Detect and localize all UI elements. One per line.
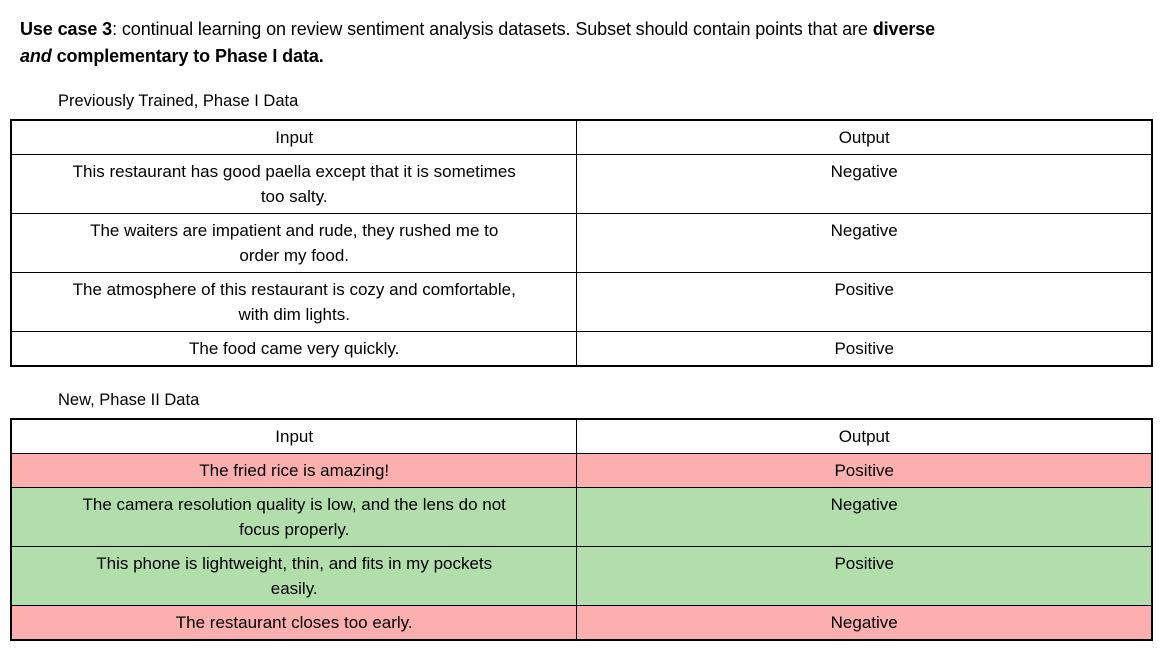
column-header-input: Input [10, 119, 578, 155]
column-header-input: Input [10, 418, 578, 454]
phase1-table: Input Output This restaurant has good pa… [10, 119, 1153, 367]
phase2-table: Input Output The fried rice is amazing! … [10, 418, 1153, 641]
output-cell: Positive [576, 331, 1153, 367]
table-row: The atmosphere of this restaurant is coz… [10, 272, 1153, 332]
input-cell: The restaurant closes too early. [10, 605, 578, 641]
heading-segment-body: : continual learning on review sentiment… [112, 19, 873, 39]
input-cell: The fried rice is amazing! [10, 453, 578, 488]
output-cell: Positive [576, 453, 1153, 488]
use-case-heading: Use case 3: continual learning on review… [20, 16, 1143, 70]
input-cell: The atmosphere of this restaurant is coz… [10, 272, 578, 332]
output-cell: Negative [576, 154, 1153, 214]
output-cell: Negative [576, 605, 1153, 641]
heading-segment-and: and [20, 46, 52, 66]
output-cell: Negative [576, 487, 1153, 547]
heading-segment-diverse: diverse [872, 19, 936, 39]
table-label-phase1: Previously Trained, Phase I Data [58, 92, 299, 110]
header-row: Input Output [10, 119, 1153, 155]
table-row: The food came very quickly. Positive [10, 331, 1153, 367]
output-cell: Positive [576, 272, 1153, 332]
input-cell: This restaurant has good paella except t… [10, 154, 578, 214]
column-header-output: Output [576, 418, 1153, 454]
input-cell: The waiters are impatient and rude, they… [10, 213, 578, 273]
table-row: This phone is lightweight, thin, and fit… [10, 546, 1153, 606]
input-cell: The food came very quickly. [10, 331, 578, 367]
table-row: The waiters are impatient and rude, they… [10, 213, 1153, 273]
header-row: Input Output [10, 418, 1153, 454]
table-row: This restaurant has good paella except t… [10, 154, 1153, 214]
table-label-phase2: New, Phase II Data [58, 391, 200, 409]
slide: Use case 3: continual learning on review… [0, 16, 1163, 670]
output-cell: Negative [576, 213, 1153, 273]
heading-segment-usecase: Use case 3 [20, 19, 113, 39]
table-row: The fried rice is amazing! Positive [10, 453, 1153, 488]
heading-segment-complementary: complementary to Phase I data. [51, 46, 324, 66]
table-row: The restaurant closes too early. Negativ… [10, 605, 1153, 641]
input-cell: The camera resolution quality is low, an… [10, 487, 578, 547]
output-cell: Positive [576, 546, 1153, 606]
column-header-output: Output [576, 119, 1153, 155]
input-cell: This phone is lightweight, thin, and fit… [10, 546, 578, 606]
table-row: The camera resolution quality is low, an… [10, 487, 1153, 547]
